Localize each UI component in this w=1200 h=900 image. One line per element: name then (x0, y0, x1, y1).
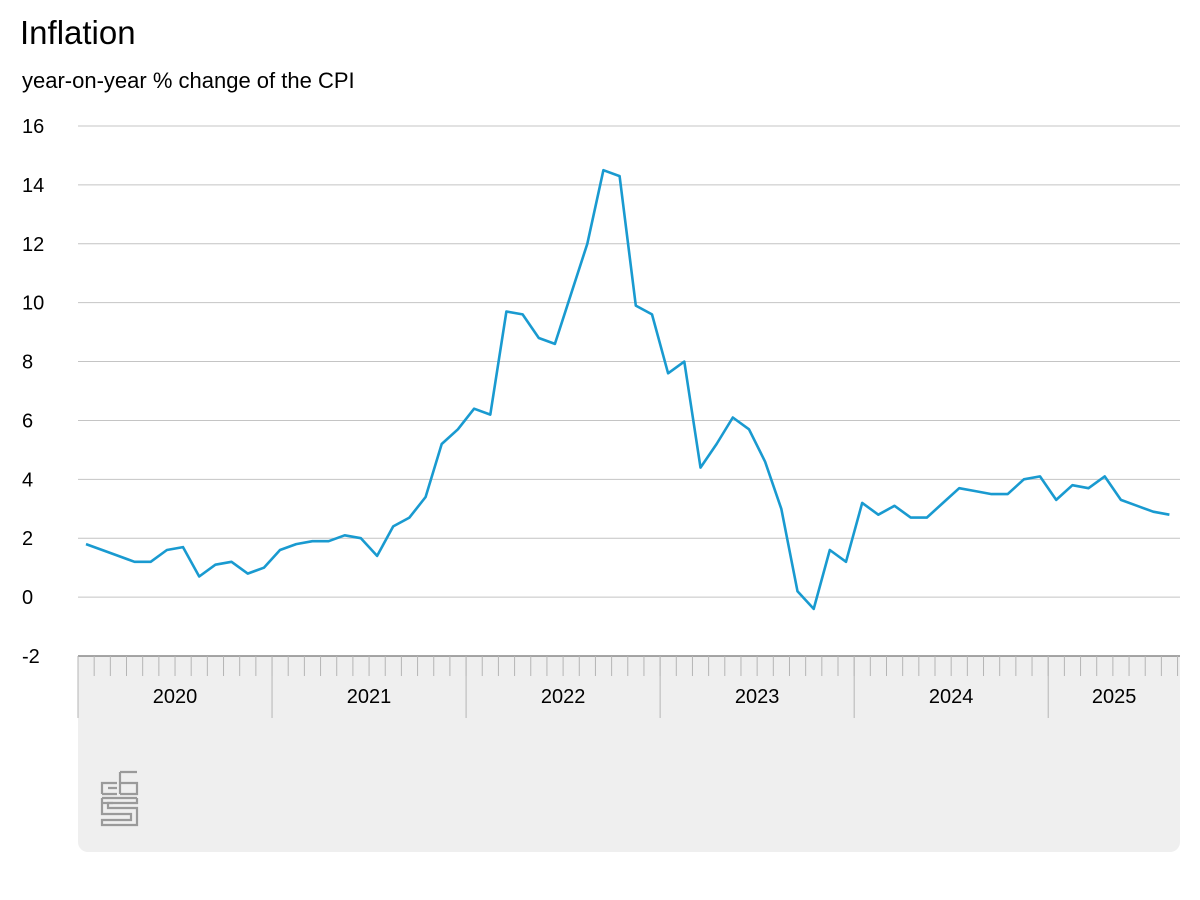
footer-panel (78, 656, 1180, 852)
data-point[interactable] (857, 498, 867, 508)
data-point[interactable] (712, 439, 722, 449)
data-point[interactable] (987, 489, 997, 499)
x-tick-label: 2021 (347, 686, 392, 708)
data-point[interactable] (728, 413, 738, 423)
data-point[interactable] (243, 569, 253, 579)
data-point[interactable] (534, 333, 544, 343)
data-point[interactable] (841, 557, 851, 567)
data-point[interactable] (970, 486, 980, 496)
data-point[interactable] (227, 557, 237, 567)
data-point[interactable] (776, 504, 786, 514)
data-point[interactable] (113, 551, 123, 561)
data-point[interactable] (437, 439, 447, 449)
y-axis: 16 14 12 10 8 6 4 2 0 -2 (22, 116, 44, 668)
y-tick-label: 0 (22, 587, 33, 609)
series-line (85, 168, 1170, 611)
data-point[interactable] (615, 171, 625, 181)
data-point[interactable] (162, 545, 172, 555)
data-point[interactable] (598, 165, 608, 175)
data-point[interactable] (631, 301, 641, 311)
footer-panel-top (78, 656, 1180, 676)
y-tick-label: 16 (22, 116, 44, 138)
data-point[interactable] (194, 572, 204, 582)
data-point[interactable] (1100, 471, 1110, 481)
data-point[interactable] (453, 424, 463, 434)
data-point[interactable] (744, 424, 754, 434)
data-point[interactable] (792, 586, 802, 596)
y-tick-label: 6 (22, 410, 33, 432)
data-point[interactable] (695, 463, 705, 473)
data-point[interactable] (1132, 501, 1142, 511)
data-point[interactable] (1067, 480, 1077, 490)
chart-subtitle: year-on-year % change of the CPI (22, 68, 355, 93)
x-axis: 2020 2021 2022 2023 2024 2025 (77, 655, 1180, 718)
data-point[interactable] (1148, 507, 1158, 517)
data-point[interactable] (421, 492, 431, 502)
data-point[interactable] (1164, 510, 1174, 520)
data-point[interactable] (922, 513, 932, 523)
data-point[interactable] (97, 545, 107, 555)
data-point[interactable] (873, 510, 883, 520)
data-point[interactable] (485, 410, 495, 420)
data-point[interactable] (340, 530, 350, 540)
chart-title: Inflation (20, 14, 136, 51)
data-point[interactable] (275, 545, 285, 555)
x-tick-label: 2025 (1092, 686, 1137, 708)
data-point[interactable] (291, 539, 301, 549)
data-point[interactable] (1019, 474, 1029, 484)
data-point[interactable] (501, 307, 511, 317)
data-point[interactable] (1051, 495, 1061, 505)
data-point[interactable] (146, 557, 156, 567)
data-point[interactable] (388, 521, 398, 531)
data-point[interactable] (1035, 471, 1045, 481)
data-point[interactable] (469, 404, 479, 414)
data-point[interactable] (307, 536, 317, 546)
data-point[interactable] (825, 545, 835, 555)
y-tick-label: 14 (22, 175, 44, 197)
data-point[interactable] (679, 357, 689, 367)
y-tick-label: 10 (22, 293, 44, 315)
data-point[interactable] (906, 513, 916, 523)
data-point[interactable] (954, 483, 964, 493)
data-point[interactable] (356, 533, 366, 543)
data-point[interactable] (130, 557, 140, 567)
data-point[interactable] (404, 513, 414, 523)
data-point[interactable] (938, 498, 948, 508)
data-point[interactable] (81, 539, 91, 549)
y-tick-label: 12 (22, 234, 44, 256)
data-point[interactable] (518, 309, 528, 319)
data-point[interactable] (372, 551, 382, 561)
data-point[interactable] (663, 368, 673, 378)
data-point[interactable] (324, 536, 334, 546)
data-point[interactable] (1084, 483, 1094, 493)
series-group (81, 165, 1174, 614)
data-point[interactable] (647, 309, 657, 319)
y-tick-label: 4 (22, 469, 33, 491)
gridlines (78, 125, 1180, 598)
x-tick-label: 2023 (735, 686, 780, 708)
data-point[interactable] (550, 339, 560, 349)
data-point[interactable] (178, 542, 188, 552)
y-tick-label: 8 (22, 352, 33, 374)
cbs-logo-icon (100, 770, 139, 827)
x-tick-label: 2020 (153, 686, 198, 708)
x-tick-label: 2022 (541, 686, 586, 708)
data-point[interactable] (809, 604, 819, 614)
data-point[interactable] (566, 289, 576, 299)
data-point[interactable] (259, 563, 269, 573)
y-tick-label: 2 (22, 528, 33, 550)
x-tick-label: 2024 (929, 686, 974, 708)
y-tick-label: -2 (22, 646, 40, 668)
data-point[interactable] (890, 501, 900, 511)
data-point[interactable] (210, 560, 220, 570)
data-point[interactable] (582, 239, 592, 249)
data-point[interactable] (1003, 489, 1013, 499)
data-point[interactable] (1116, 495, 1126, 505)
data-point[interactable] (760, 457, 770, 467)
